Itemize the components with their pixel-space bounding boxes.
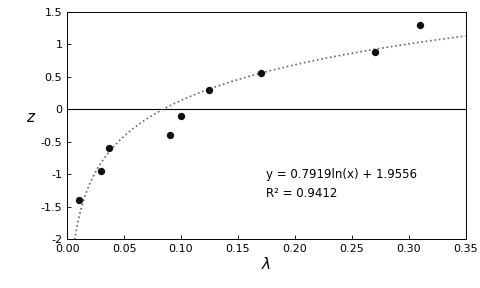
Point [106,146,113,150]
Point [97,168,105,173]
Point [166,133,173,137]
X-axis label: λ: λ [262,257,271,272]
Point [416,22,424,27]
Point [371,50,378,54]
Point [205,87,213,92]
Y-axis label: z: z [25,110,34,125]
Point [257,71,264,75]
Text: y = 0.7919ln(x) + 1.9556
R² = 0.9412: y = 0.7919ln(x) + 1.9556 R² = 0.9412 [266,168,418,200]
Point [75,198,83,202]
Point [177,113,185,118]
